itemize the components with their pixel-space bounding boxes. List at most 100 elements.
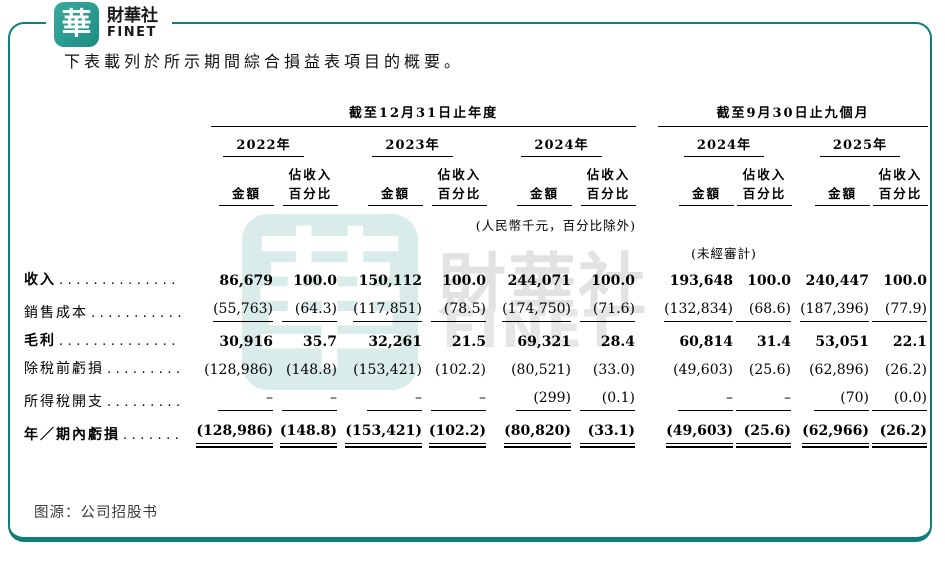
value-cell: (148.8) bbox=[279, 423, 338, 448]
image-source-note: 图源：公司招股书 bbox=[34, 505, 158, 521]
watermark-brand-text: 財華社 bbox=[438, 247, 649, 326]
finet-logo-icon: 華 bbox=[54, 1, 99, 47]
value-cell: 21.5 bbox=[451, 334, 486, 350]
value-cell: (78.5) bbox=[431, 301, 486, 322]
value-cell: 31.4 bbox=[756, 334, 791, 350]
table-row-income-tax: 所得稅開支 – – – – (299) (0.1) – – (70) (0.0) bbox=[24, 378, 928, 411]
value-cell: 86,679 bbox=[219, 273, 273, 289]
watermark-finet-text: FINET bbox=[442, 300, 622, 360]
value-cell: (26.2) bbox=[884, 362, 928, 378]
value-cell: (71.6) bbox=[580, 301, 635, 322]
value-cell: (0.0) bbox=[872, 390, 928, 411]
finet-logo: 華 財華社 FINET bbox=[46, 0, 172, 48]
value-cell: (33.0) bbox=[592, 362, 635, 378]
value-cell: (128,986) bbox=[204, 362, 273, 378]
amount-header: 金額 bbox=[815, 183, 870, 206]
amount-header: 金額 bbox=[517, 183, 572, 206]
row-label: 收入 bbox=[24, 272, 56, 288]
row-label: 年／期內虧損 bbox=[24, 427, 120, 443]
value-cell: (62,966) bbox=[802, 423, 869, 448]
value-cell: 22.1 bbox=[892, 334, 928, 350]
value-cell: (174,750) bbox=[502, 301, 571, 322]
value-cell: (25.6) bbox=[736, 423, 791, 448]
value-cell: 100.0 bbox=[293, 273, 337, 289]
value-cell: 100.0 bbox=[442, 273, 486, 289]
value-cell: 53,051 bbox=[815, 334, 869, 350]
value-cell: 193,648 bbox=[669, 273, 733, 289]
amount-header: 金額 bbox=[679, 183, 734, 206]
value-cell: 28.4 bbox=[600, 334, 635, 350]
year-header-2024: 2024年 bbox=[521, 134, 602, 157]
value-cell: 100.0 bbox=[883, 273, 928, 289]
watermark-hua-icon: 華 bbox=[242, 214, 418, 390]
pct-header: 佔收入 百分比 bbox=[737, 164, 792, 206]
value-cell: (80,820) bbox=[504, 423, 571, 448]
table-row-revenue: 收入 86,679 100.0 150,112 100.0 244,071 10… bbox=[24, 262, 928, 289]
value-cell: – bbox=[367, 390, 422, 411]
value-cell: (299) bbox=[516, 390, 571, 411]
dot-leader bbox=[107, 391, 181, 410]
value-cell: 60,814 bbox=[679, 334, 733, 350]
brand-name: 財華社 bbox=[107, 6, 158, 27]
subcolumn-header-row: 金額 佔收入 百分比 金額 佔收入 百分比 金額 佔收入 百分比 金額 佔收入 百分比 … bbox=[24, 157, 929, 206]
table-row-loss-before-tax: 除稅前虧損 (128,986) (148.8) (153,421) (102.2… bbox=[24, 350, 928, 378]
currency-note-row: (人民幣千元，百分比除外) bbox=[24, 206, 928, 234]
brand-subname: FINET bbox=[107, 25, 157, 41]
value-cell: (33.1) bbox=[580, 423, 635, 448]
content-frame: 華 財華社 FINET 下表載列於所示期間綜合損益表項目的概要。 截至12月31… bbox=[8, 22, 932, 542]
period-group-header-row: 截至12月31日止年度 截至9月30日止九個月 bbox=[24, 102, 929, 127]
year-header-9m2024: 2024年 bbox=[683, 134, 765, 157]
row-label: 所得稅開支 bbox=[24, 394, 104, 410]
pct-header: 佔收入 百分比 bbox=[581, 164, 636, 206]
income-statement-table: 截至12月31日止年度 截至9月30日止九個月 2022年 2023年 2024… bbox=[24, 102, 929, 448]
dot-leader bbox=[91, 302, 181, 321]
value-cell: 150,112 bbox=[358, 273, 422, 289]
row-label: 毛利 bbox=[24, 333, 56, 349]
dot-leader bbox=[107, 358, 181, 377]
value-cell: (80,521) bbox=[511, 362, 571, 378]
value-cell: (64.3) bbox=[282, 301, 337, 322]
year-header-2022: 2022年 bbox=[223, 134, 304, 157]
year-header-2023: 2023年 bbox=[372, 134, 453, 157]
value-cell: (102.2) bbox=[434, 362, 486, 378]
dot-leader bbox=[59, 330, 181, 349]
finet-logo-text: 財華社 FINET bbox=[107, 6, 158, 41]
value-cell: – bbox=[736, 390, 791, 411]
value-cell: 30,916 bbox=[219, 334, 273, 350]
value-cell: (117,851) bbox=[353, 301, 422, 322]
value-cell: – bbox=[678, 390, 733, 411]
value-cell: (49,603) bbox=[666, 423, 733, 448]
currency-note: (人民幣千元，百分比除外) bbox=[475, 218, 636, 233]
year-header-9m2025: 2025年 bbox=[819, 134, 901, 157]
value-cell: (187,396) bbox=[800, 301, 869, 322]
value-cell: (68.6) bbox=[736, 301, 791, 322]
unaudited-note: (未經審計) bbox=[691, 246, 757, 261]
unaudited-note-row: (未經審計) bbox=[24, 234, 928, 262]
value-cell: (62,896) bbox=[809, 362, 869, 378]
value-cell: 32,261 bbox=[368, 334, 422, 350]
value-cell: 100.0 bbox=[591, 273, 635, 289]
intro-sentence: 下表載列於所示期間綜合損益表項目的概要。 bbox=[64, 52, 465, 71]
row-label: 銷售成本 bbox=[24, 305, 88, 321]
dot-leader bbox=[123, 424, 181, 443]
pct-header: 佔收入 百分比 bbox=[283, 164, 338, 206]
value-cell: (128,986) bbox=[196, 423, 273, 448]
value-cell: (148.8) bbox=[285, 362, 337, 378]
table-row-gross-profit: 毛利 30,916 35.7 32,261 21.5 69,321 28.4 6… bbox=[24, 322, 928, 350]
year-header-row: 2022年 2023年 2024年 2024年 2025年 bbox=[24, 127, 928, 157]
value-cell: – bbox=[282, 390, 337, 411]
pct-header: 佔收入 百分比 bbox=[873, 164, 929, 206]
value-cell: – bbox=[218, 390, 273, 411]
figure-content: 下表載列於所示期間綜合損益表項目的概要。 截至12月31日止年度 截至9月30日… bbox=[10, 48, 930, 448]
value-cell: (77.9) bbox=[872, 301, 928, 322]
value-cell: 100.0 bbox=[747, 273, 791, 289]
value-cell: (0.1) bbox=[580, 390, 635, 411]
value-cell: (49,603) bbox=[673, 362, 733, 378]
value-cell: (153,421) bbox=[353, 362, 422, 378]
pct-header: 佔收入 百分比 bbox=[432, 164, 487, 206]
value-cell: (25.6) bbox=[748, 362, 791, 378]
value-cell: – bbox=[431, 390, 486, 411]
amount-header: 金額 bbox=[368, 183, 423, 206]
group-header-nine-months: 截至9月30日止九個月 bbox=[658, 102, 929, 127]
